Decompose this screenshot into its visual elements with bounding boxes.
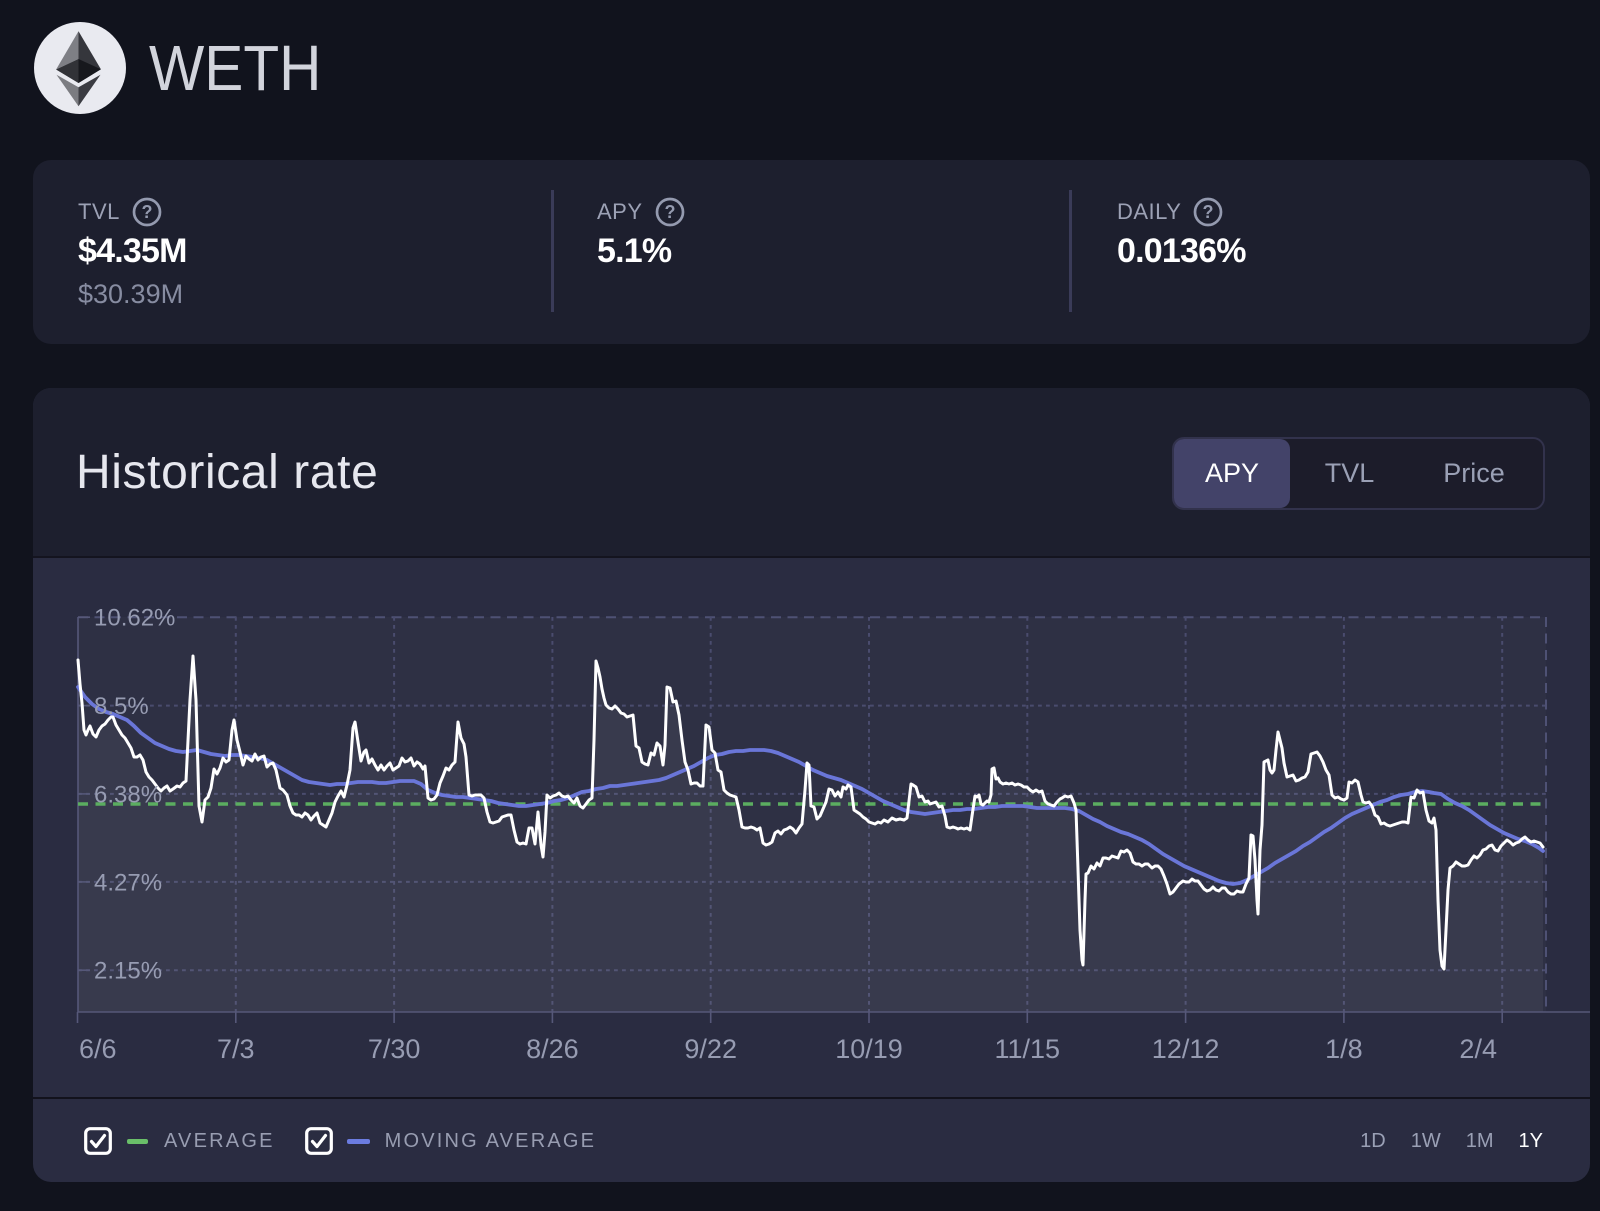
svg-text:12/12: 12/12 bbox=[1152, 1034, 1220, 1064]
svg-text:9/22: 9/22 bbox=[684, 1034, 737, 1064]
svg-text:2.15%: 2.15% bbox=[94, 958, 162, 985]
svg-text:10.62%: 10.62% bbox=[94, 605, 175, 632]
svg-text:?: ? bbox=[664, 202, 675, 222]
svg-text:7/30: 7/30 bbox=[368, 1034, 421, 1064]
svg-text:8/26: 8/26 bbox=[526, 1034, 579, 1064]
svg-text:6.38%: 6.38% bbox=[94, 781, 162, 808]
svg-text:2/4: 2/4 bbox=[1459, 1034, 1497, 1064]
svg-text:1/8: 1/8 bbox=[1325, 1034, 1363, 1064]
svg-text:?: ? bbox=[141, 202, 152, 222]
svg-text:7/3: 7/3 bbox=[217, 1034, 255, 1064]
svg-text:10/19: 10/19 bbox=[835, 1034, 903, 1064]
svg-text:11/15: 11/15 bbox=[995, 1034, 1061, 1064]
svg-text:4.27%: 4.27% bbox=[94, 869, 162, 896]
svg-text:6/6: 6/6 bbox=[79, 1034, 117, 1064]
svg-text:?: ? bbox=[1203, 202, 1214, 222]
svg-text:8.5%: 8.5% bbox=[94, 693, 149, 720]
